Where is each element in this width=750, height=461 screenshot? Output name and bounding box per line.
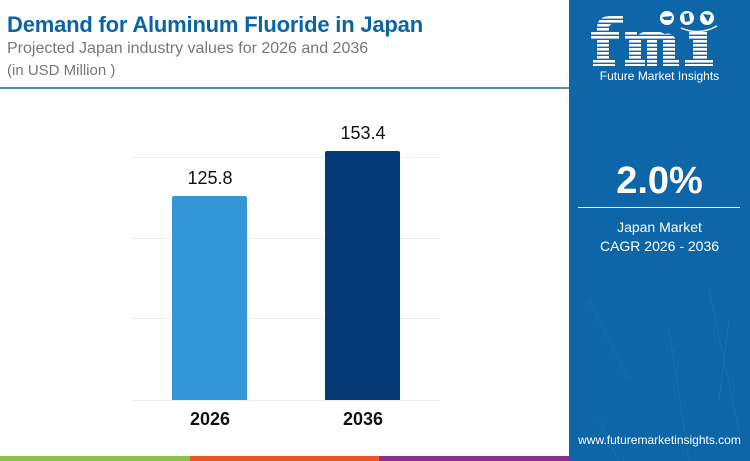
footer-color-stripes bbox=[0, 456, 570, 461]
cagr-value: 2.0% bbox=[616, 160, 703, 202]
bar-2026 bbox=[172, 196, 247, 400]
bar-value-label: 125.8 bbox=[187, 168, 233, 188]
website-link[interactable]: www.futuremarketinsights.com bbox=[578, 433, 741, 447]
chart-title: Demand for Aluminum Fluoride in Japan bbox=[7, 12, 423, 37]
x-axis-label: 2036 bbox=[342, 409, 384, 429]
logo-text: Future Market Insights bbox=[599, 69, 720, 83]
gridline bbox=[132, 238, 440, 239]
divider bbox=[578, 207, 740, 208]
gridline bbox=[132, 318, 440, 319]
baseline bbox=[132, 400, 440, 401]
stripe-orange bbox=[189, 456, 380, 461]
stripe-green bbox=[0, 456, 190, 461]
bar-2036 bbox=[325, 151, 400, 400]
bar-chart: 125.8 153.4 2026 2036 bbox=[0, 90, 569, 440]
sidebar-panel: Future Market Insights 2.0% Japan Market… bbox=[569, 0, 750, 461]
chart-header: Demand for Aluminum Fluoride in Japan Pr… bbox=[0, 0, 569, 89]
cagr-label-period: CAGR 2026 - 2036 bbox=[599, 238, 720, 254]
cagr-label-market: Japan Market bbox=[617, 219, 702, 235]
stripe-purple bbox=[379, 456, 570, 461]
x-axis-label: 2026 bbox=[189, 409, 231, 429]
unit-label: (in USD Million ) bbox=[7, 62, 116, 79]
fmi-logo-icon bbox=[591, 11, 718, 66]
gridline bbox=[132, 157, 440, 158]
chart-subtitle: Projected Japan industry values for 2026… bbox=[7, 40, 369, 57]
background-texture bbox=[588, 289, 740, 461]
bar-value-label: 153.4 bbox=[340, 123, 386, 143]
